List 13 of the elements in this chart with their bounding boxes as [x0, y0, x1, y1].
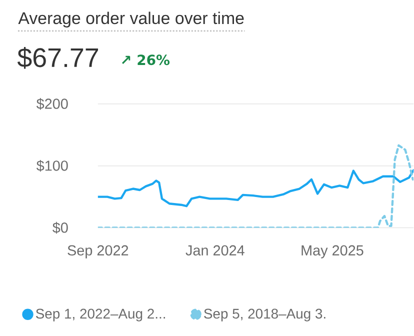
chart-subtitle: $67.77 — [17, 47, 98, 69]
legend-label: Sep 1, 2022–Aug 2... — [36, 308, 165, 322]
chart-title: Average order value over time — [18, 12, 244, 28]
line-series — [98, 144, 414, 228]
line-series — [98, 169, 414, 208]
x-tick-label: May 2025 — [302, 245, 364, 259]
y-tick-label: $0 — [52, 222, 68, 234]
text: ↗ 26% — [122, 54, 170, 66]
x-tick-label: Sep 2022 — [68, 245, 128, 259]
legend-label: Sep 5, 2018–Aug 3. — [204, 308, 326, 322]
x-tick-label: Jan 2024 — [186, 245, 244, 256]
y-tick-label: $100 — [36, 160, 68, 172]
y-tick-label: $200 — [36, 98, 68, 110]
